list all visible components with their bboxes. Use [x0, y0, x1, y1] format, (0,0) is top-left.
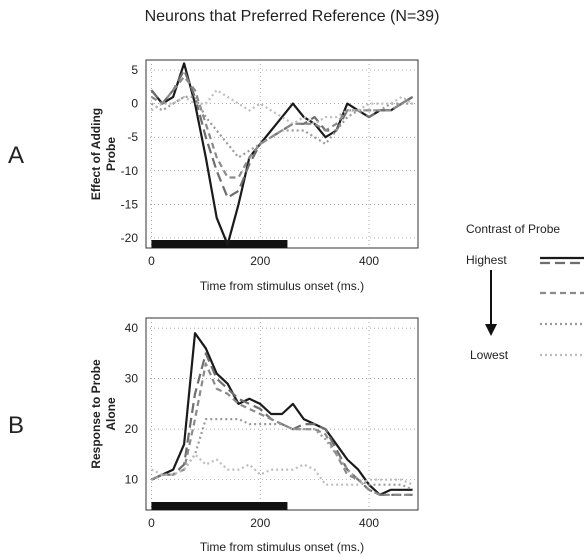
- panel-a-xtick-label: 200: [250, 254, 270, 268]
- panel-a-ytick-label: 5: [131, 63, 138, 77]
- figure-title: Neurons that Preferred Reference (N=39): [144, 8, 440, 25]
- panel-a-xtick-label: 400: [359, 254, 379, 268]
- panel-b-series-short-dash: [150, 362, 413, 496]
- panel-b-ytick-label: 30: [125, 372, 139, 386]
- panel-a-stimulus-bar: [151, 240, 288, 248]
- panel-b-xtick-label: 200: [250, 516, 270, 530]
- panel-b-ytick-label: 40: [125, 321, 139, 335]
- panel-letter-a: A: [8, 142, 25, 169]
- legend-label-highest: Highest: [466, 253, 507, 267]
- legend-title: Contrast of Probe: [466, 222, 561, 236]
- legend-arrow-head: [485, 324, 497, 336]
- panel-b-series-dotted: [150, 418, 414, 491]
- panel-letter-b: B: [8, 412, 25, 439]
- panel-a-series-dotted: [150, 95, 413, 159]
- panel-b-x-axis-label: Time from stimulus onset (ms.): [200, 540, 364, 554]
- panel-b-xtick-label: 0: [148, 516, 155, 530]
- panel-a-plot-frame: [145, 59, 419, 249]
- panel-b-xtick-label: 400: [359, 516, 379, 530]
- panel-b-ytick-label: 20: [125, 422, 139, 436]
- panel-a-ytick-label: -20: [121, 231, 139, 245]
- panel-a-ytick-label: -15: [121, 197, 139, 211]
- legend-label-lowest: Lowest: [470, 348, 509, 362]
- panel-a-ytick-label: -5: [127, 130, 138, 144]
- panel-a-xtick-label: 0: [148, 254, 155, 268]
- panel-a-series-long-dash: [150, 68, 414, 199]
- panel-a-ytick-label: -10: [121, 164, 139, 178]
- panel-b-ytick-label: 10: [125, 473, 139, 487]
- panel-a-series-short-dash: [150, 75, 414, 179]
- panel-a-series-solid-black: [150, 62, 414, 246]
- panel-a-ytick-label: 0: [131, 97, 138, 111]
- panel-a-x-axis-label: Time from stimulus onset (ms.): [200, 279, 364, 293]
- panel-a-y-axis-label: Effect of AddingProbe: [89, 108, 118, 200]
- panel-b-series-light-dotted: [150, 453, 414, 486]
- panel-b-y-axis-label: Response to ProbeAlone: [89, 359, 118, 469]
- panel-b-stimulus-bar: [151, 502, 288, 510]
